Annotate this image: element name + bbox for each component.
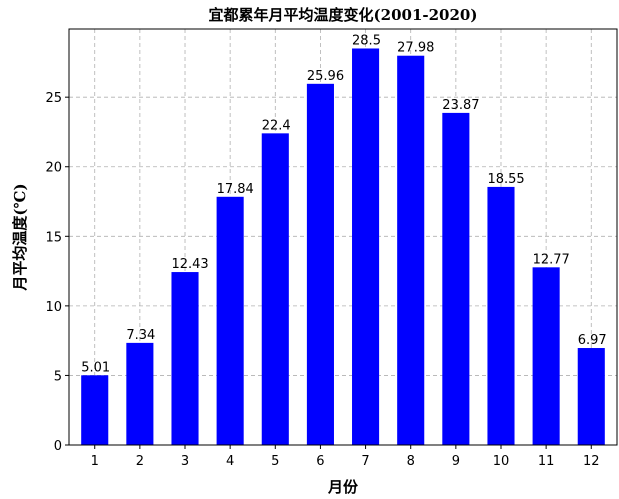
y-tick-label: 5 <box>54 369 62 384</box>
bar-month-6 <box>306 83 334 446</box>
x-tick-label: 8 <box>407 454 415 469</box>
x-tick-label: 3 <box>181 454 189 469</box>
data-label-month-1: 5.01 <box>81 360 110 375</box>
y-tick-label: 20 <box>45 161 62 176</box>
data-label-month-5: 22.4 <box>262 118 291 133</box>
data-label-month-8: 27.98 <box>397 41 434 56</box>
x-tick-label: 7 <box>361 454 369 469</box>
data-label-month-10: 18.55 <box>487 172 524 187</box>
bar-month-4 <box>216 196 244 445</box>
bars <box>81 48 605 446</box>
x-tick-label: 1 <box>91 454 99 469</box>
x-tick-label: 2 <box>136 454 144 469</box>
bar-month-1 <box>81 375 109 445</box>
data-label-month-12: 6.97 <box>578 333 607 348</box>
bar-month-3 <box>171 272 199 445</box>
y-tick-label: 0 <box>54 439 62 454</box>
x-tick-label: 5 <box>271 454 279 469</box>
bar-month-9 <box>442 112 470 445</box>
y-axis-label: 月平均温度(℃) <box>11 183 29 291</box>
bar-month-5 <box>261 133 289 445</box>
plot-frame <box>68 28 618 446</box>
data-label-month-3: 12.43 <box>171 257 208 272</box>
x-tick-label: 6 <box>316 454 324 469</box>
bar-month-8 <box>397 55 425 445</box>
data-label-month-6: 25.96 <box>307 69 344 84</box>
bar-month-10 <box>487 186 515 446</box>
chart-title: 宜都累年月平均温度变化(2001-2020) <box>209 6 478 24</box>
bar-month-2 <box>126 342 154 445</box>
y-tick-label: 10 <box>45 300 62 315</box>
x-tick-label: 10 <box>493 454 510 469</box>
data-labels: 5.01 7.34 12.43 17.84 22.4 25.96 28.5 27.98 23.8… <box>81 33 606 375</box>
data-label-month-9: 23.87 <box>442 98 479 113</box>
data-label-month-7: 28.5 <box>352 33 381 48</box>
x-tick-label: 12 <box>583 454 600 469</box>
x-tick-label: 4 <box>226 454 234 469</box>
x-tick-label: 11 <box>538 454 555 469</box>
x-axis-label: 月份 <box>327 478 359 496</box>
y-tick-label: 15 <box>45 230 62 245</box>
data-label-month-4: 17.84 <box>217 182 254 197</box>
y-tick-label: 25 <box>45 91 62 106</box>
bar-month-7 <box>352 48 380 445</box>
x-tick-label: 9 <box>452 454 460 469</box>
bar-month-11 <box>532 267 560 445</box>
bar-month-12 <box>577 348 605 445</box>
data-label-month-11: 12.77 <box>533 252 570 267</box>
data-label-month-2: 7.34 <box>126 328 155 343</box>
